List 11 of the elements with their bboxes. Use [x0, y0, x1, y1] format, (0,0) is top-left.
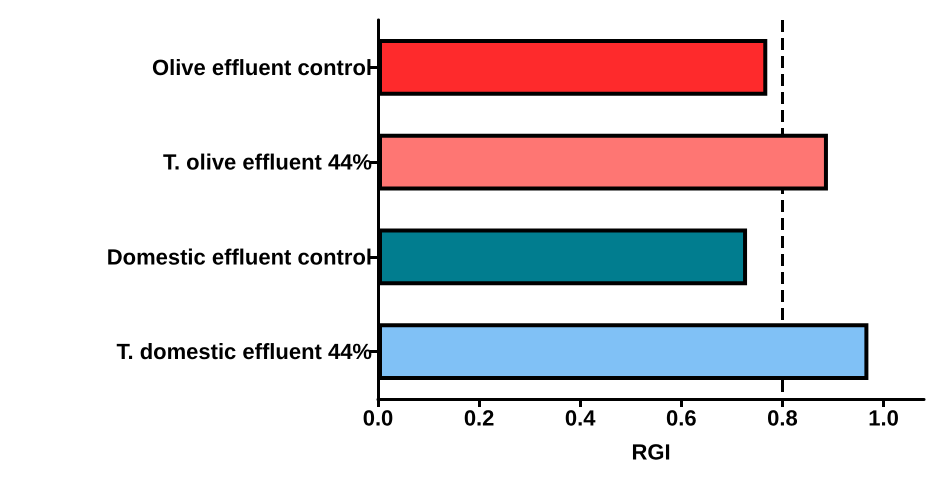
x-axis-title: RGI	[631, 440, 671, 464]
x-tick-label: 0.6	[666, 406, 697, 430]
x-tick-label: 0.0	[362, 406, 394, 430]
x-tick-label: 0.4	[564, 406, 596, 430]
y-tick-label: T. domestic effluent 44%	[116, 339, 372, 364]
x-tick-label: 0.8	[767, 406, 798, 430]
y-tick-label: Domestic effluent control	[106, 244, 372, 270]
x-tick-label: 1.0	[868, 406, 899, 430]
y-tick-label: T. olive effluent 44%	[162, 150, 372, 175]
y-tick-label: Olive effluent control	[152, 54, 372, 80]
x-tick-label: 0.2	[464, 406, 494, 430]
